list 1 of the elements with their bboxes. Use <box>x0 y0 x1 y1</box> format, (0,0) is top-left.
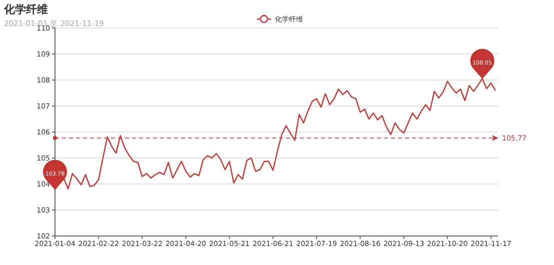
chart-title: 化学纤维 <box>3 3 48 16</box>
